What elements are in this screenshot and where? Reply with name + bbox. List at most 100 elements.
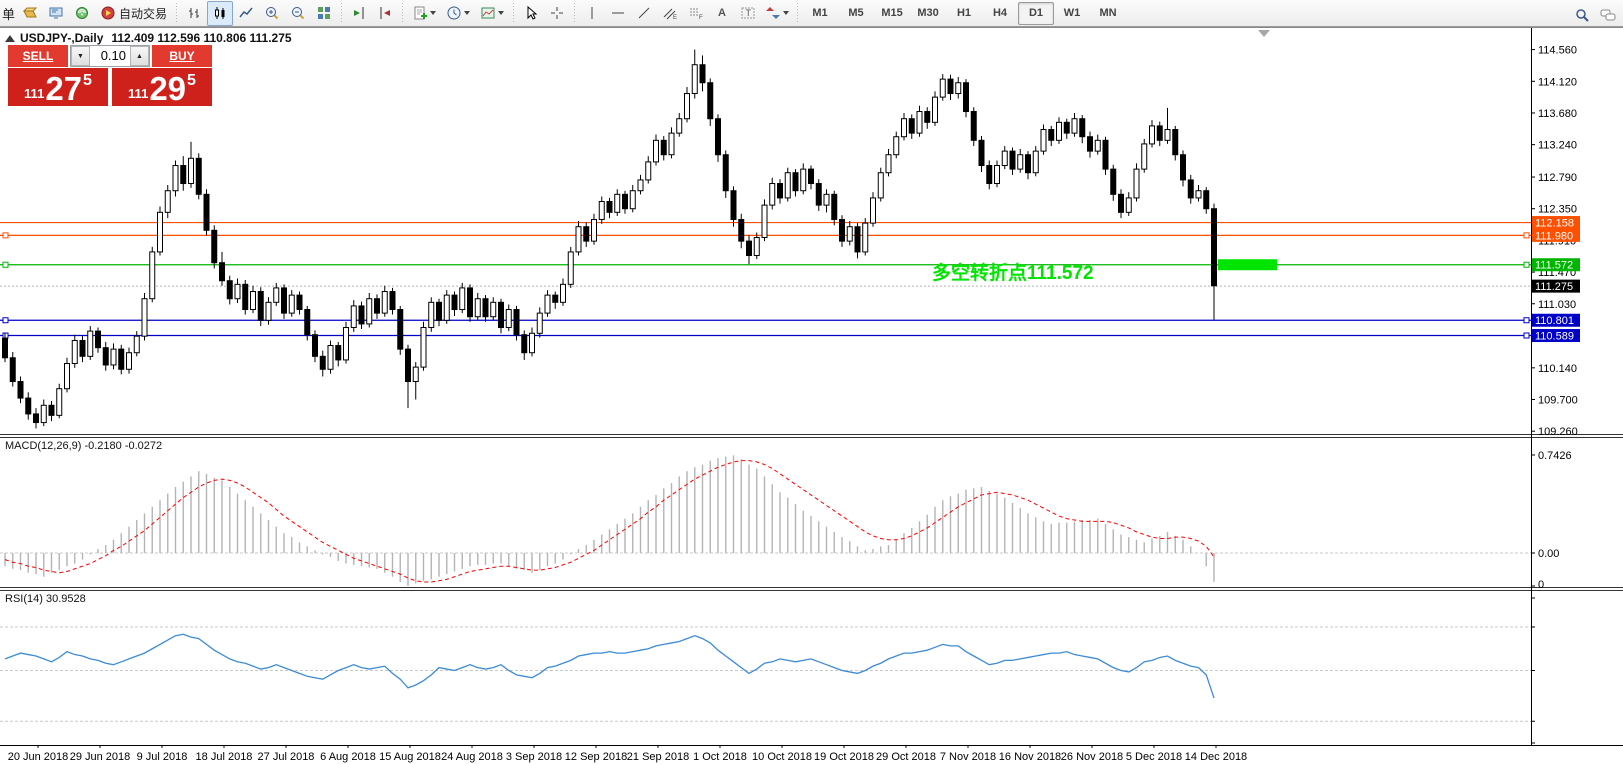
candle[interactable]	[443, 294, 450, 321]
candle[interactable]	[753, 237, 760, 257]
candle[interactable]	[676, 118, 683, 134]
candle[interactable]	[1125, 197, 1132, 213]
candle[interactable]	[645, 161, 652, 181]
candle[interactable]	[606, 201, 613, 213]
candle[interactable]	[839, 219, 845, 242]
candle[interactable]	[529, 332, 535, 354]
candle[interactable]	[149, 251, 156, 300]
candle[interactable]	[428, 301, 435, 329]
candle[interactable]	[629, 190, 636, 210]
candle[interactable]	[901, 118, 907, 138]
text-icon[interactable]: A	[718, 7, 726, 19]
candle[interactable]	[986, 165, 993, 185]
candle[interactable]	[343, 327, 349, 361]
candle[interactable]	[660, 139, 667, 156]
buy-button[interactable]: BUY	[152, 45, 212, 67]
candle[interactable]	[567, 251, 574, 285]
candle[interactable]	[668, 132, 675, 156]
timeframe-m1[interactable]: M1	[812, 7, 828, 19]
candle[interactable]	[583, 226, 590, 242]
autotrading-button[interactable]: 自动交易	[95, 1, 172, 26]
line-chart-icon[interactable]	[233, 1, 259, 26]
line-handle[interactable]	[2, 317, 9, 324]
candle[interactable]	[2, 337, 8, 359]
candle[interactable]	[932, 96, 938, 123]
candle[interactable]	[653, 139, 659, 163]
candle[interactable]	[203, 193, 210, 231]
chart-annotation-text[interactable]: 多空转折点111.572	[932, 263, 1094, 284]
candle[interactable]	[474, 298, 481, 318]
candle[interactable]	[1203, 190, 1210, 210]
candle[interactable]	[374, 298, 380, 314]
candle[interactable]	[234, 283, 241, 300]
candle[interactable]	[56, 388, 63, 416]
candle[interactable]	[157, 211, 163, 253]
candle[interactable]	[536, 312, 543, 334]
candle[interactable]	[1087, 136, 1093, 152]
candle[interactable]	[482, 298, 489, 318]
candle[interactable]	[591, 219, 597, 242]
crosshair-icon[interactable]	[544, 1, 570, 26]
candle[interactable]	[366, 298, 373, 325]
candle[interactable]	[963, 82, 969, 113]
candle[interactable]	[1056, 121, 1062, 141]
candle[interactable]	[955, 82, 962, 95]
date-axis[interactable]: 20 Jun 2018 29 Jun 2018 9 Jul 2018 18 Jul 2…	[8, 745, 1247, 763]
rsi-line[interactable]	[4, 633, 1215, 699]
timeframe-d1[interactable]: D1	[1018, 1, 1055, 25]
candle[interactable]	[924, 111, 931, 123]
candle[interactable]	[1094, 139, 1101, 152]
candle[interactable]	[312, 334, 318, 357]
signal-icon[interactable]	[69, 1, 95, 26]
candle[interactable]	[273, 287, 280, 303]
candle[interactable]	[1071, 118, 1078, 134]
candle[interactable]	[823, 193, 830, 206]
candle[interactable]	[180, 165, 187, 185]
candle[interactable]	[219, 262, 225, 282]
candle[interactable]	[622, 193, 628, 210]
candle[interactable]	[707, 82, 714, 120]
candle[interactable]	[257, 291, 264, 321]
candle[interactable]	[87, 330, 94, 357]
candle[interactable]	[420, 327, 427, 368]
candle[interactable]	[505, 309, 512, 329]
volume-decrease-button[interactable]: ▼	[71, 46, 90, 66]
timeframe-m5[interactable]: M5	[848, 7, 864, 19]
candle[interactable]	[288, 294, 295, 314]
candle[interactable]	[1063, 121, 1070, 134]
new-order-button[interactable]: 单	[1, 6, 15, 22]
zoom-in-icon[interactable]	[259, 1, 285, 26]
sell-button[interactable]: SELL	[8, 45, 68, 67]
candle[interactable]	[815, 183, 822, 206]
candle[interactable]	[405, 348, 411, 383]
candle[interactable]	[715, 118, 721, 156]
candle[interactable]	[746, 240, 752, 257]
candle[interactable]	[9, 357, 16, 383]
price-axis[interactable]: 114.560 114.120 113.680 113.240 112.790 112.3…	[1531, 45, 1580, 591]
candle[interactable]	[560, 283, 566, 303]
candle[interactable]	[33, 413, 39, 424]
candle[interactable]	[722, 154, 729, 192]
candle[interactable]	[25, 397, 32, 415]
candle[interactable]	[808, 168, 814, 185]
candle[interactable]	[862, 222, 869, 253]
line-handle[interactable]	[1523, 232, 1530, 239]
timeframe-h4[interactable]: H4	[992, 7, 1008, 19]
candle[interactable]	[1172, 129, 1179, 156]
candle[interactable]	[71, 339, 78, 365]
candle[interactable]	[95, 330, 101, 349]
trendline-icon[interactable]	[631, 1, 657, 26]
candle[interactable]	[141, 298, 148, 337]
candle[interactable]	[854, 226, 861, 253]
candle[interactable]	[1040, 129, 1047, 152]
candle[interactable]	[436, 301, 442, 321]
candle[interactable]	[598, 201, 605, 221]
candle[interactable]	[1032, 150, 1039, 174]
ask-price[interactable]: 111 29 5	[112, 68, 212, 106]
auto-scroll-icon[interactable]	[346, 1, 372, 26]
search-icon[interactable]	[1569, 2, 1595, 27]
candle[interactable]	[699, 64, 706, 84]
candle[interactable]	[490, 301, 497, 318]
candlestick-series[interactable]	[2, 49, 1217, 429]
